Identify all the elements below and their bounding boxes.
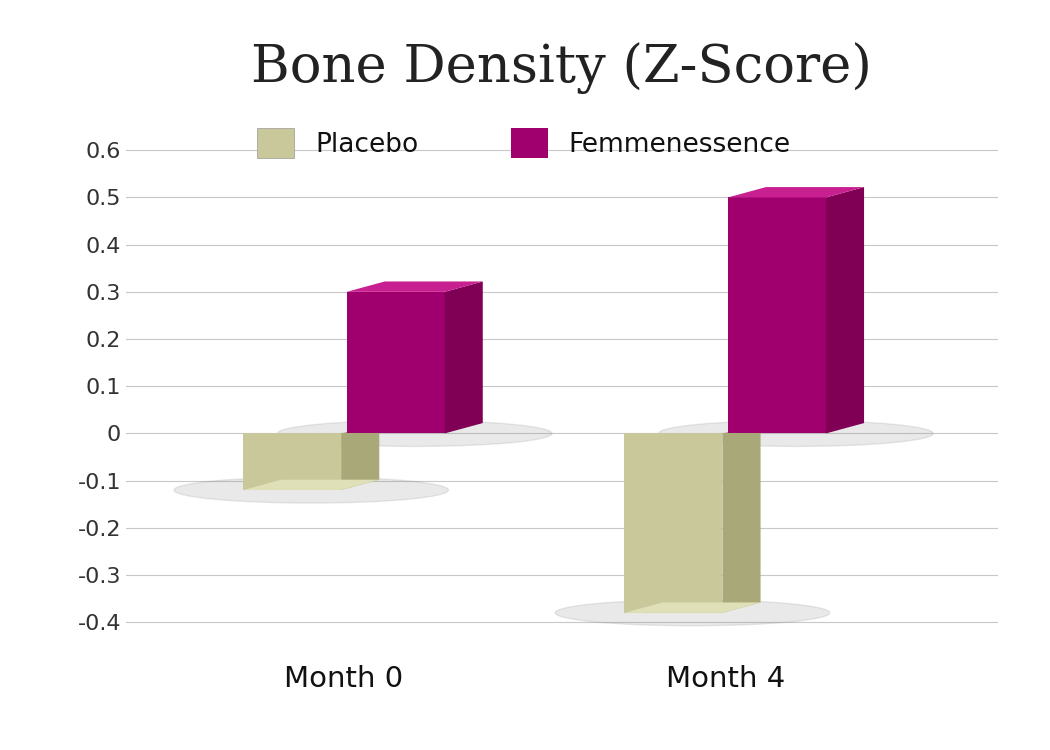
Title: Bone Density (Z-Score): Bone Density (Z-Score) bbox=[251, 42, 873, 94]
Polygon shape bbox=[728, 197, 826, 434]
Polygon shape bbox=[826, 187, 864, 434]
Ellipse shape bbox=[555, 600, 830, 625]
Polygon shape bbox=[722, 423, 760, 613]
Polygon shape bbox=[341, 423, 379, 490]
Polygon shape bbox=[728, 187, 864, 197]
Polygon shape bbox=[346, 292, 444, 434]
Polygon shape bbox=[244, 480, 379, 490]
Ellipse shape bbox=[658, 421, 933, 446]
Polygon shape bbox=[625, 602, 760, 613]
Polygon shape bbox=[444, 281, 483, 434]
Ellipse shape bbox=[277, 421, 552, 446]
Polygon shape bbox=[244, 433, 341, 490]
Legend: Placebo, Femmenessence: Placebo, Femmenessence bbox=[244, 115, 804, 172]
Polygon shape bbox=[346, 281, 483, 292]
Ellipse shape bbox=[174, 477, 448, 503]
Polygon shape bbox=[625, 433, 722, 613]
